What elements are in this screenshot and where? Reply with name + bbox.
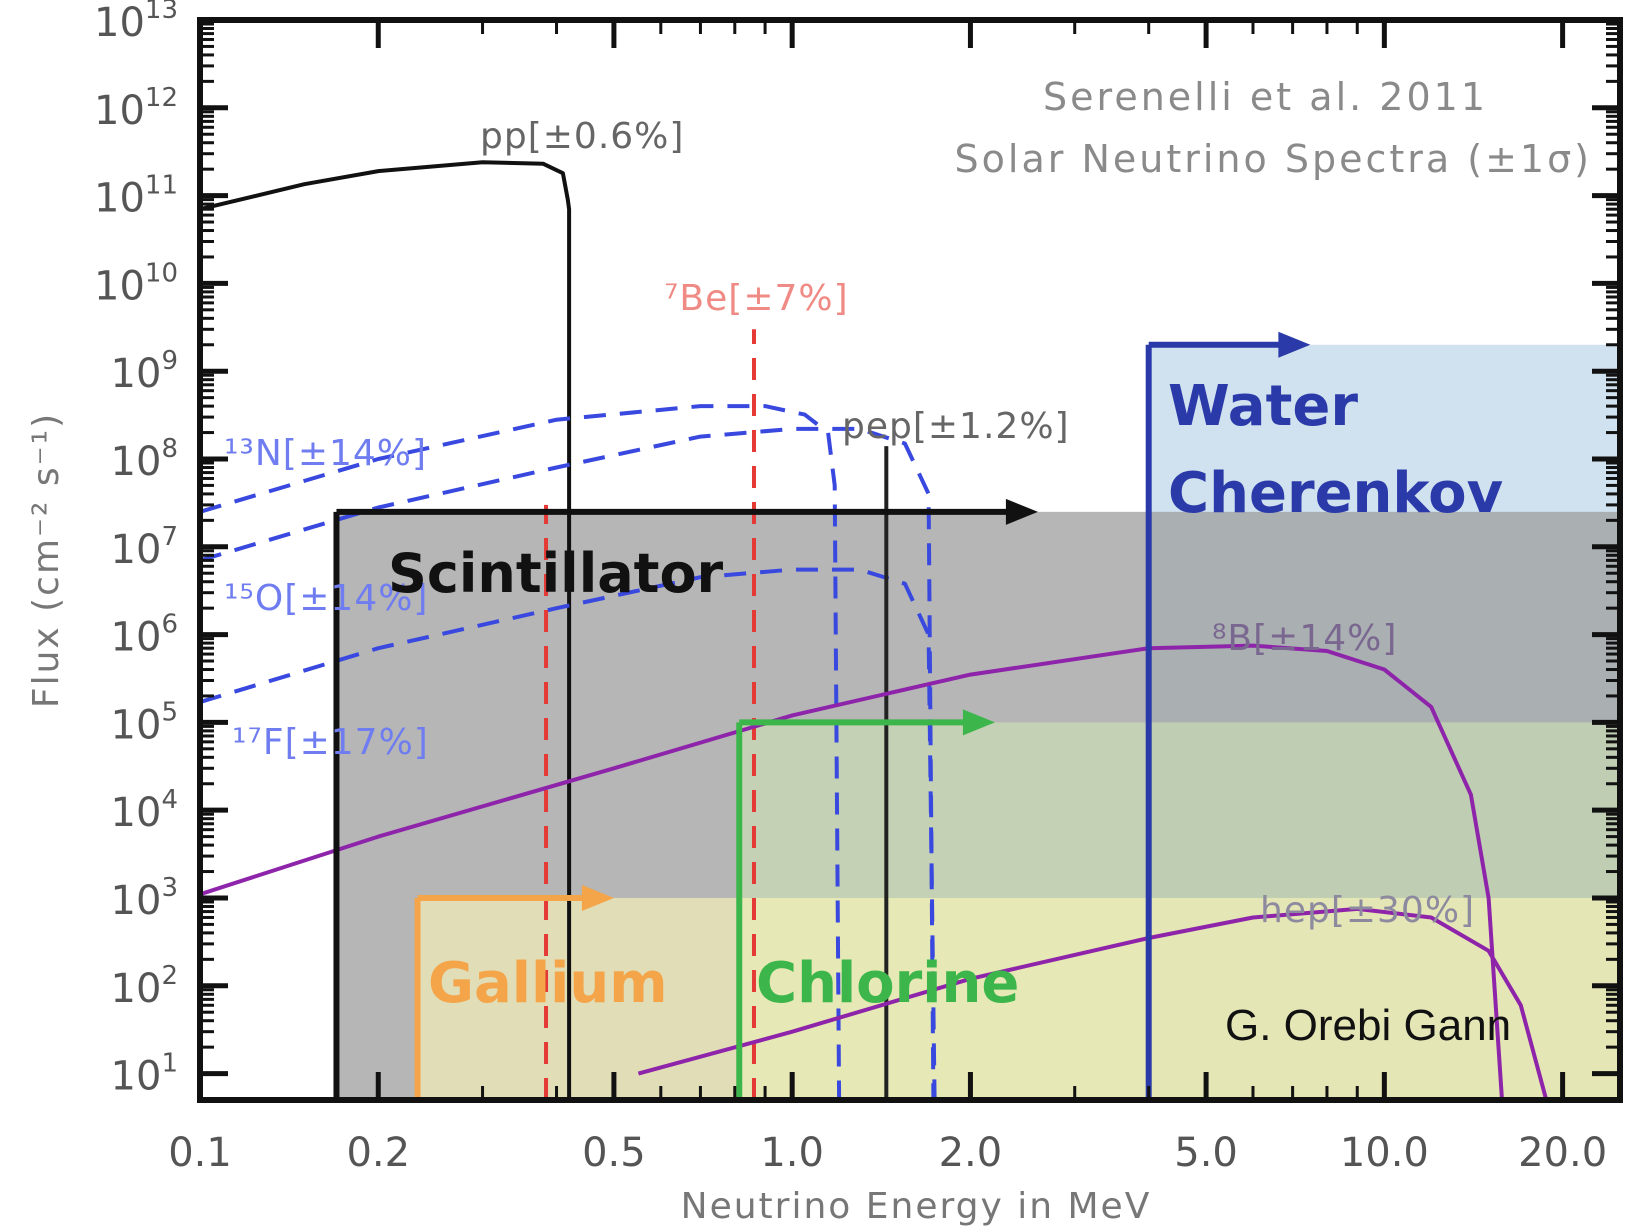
spectra-series bbox=[199, 160, 1549, 1101]
f17-label: ¹⁷F[±17%] bbox=[232, 722, 429, 763]
gallium-label: Gallium bbox=[428, 951, 668, 1016]
chlorine-arrow-head bbox=[962, 709, 995, 736]
detector-thresholds bbox=[333, 331, 1311, 1100]
o15-label: ¹⁵O[±14%] bbox=[224, 578, 428, 619]
pep-label: pep[±1.2%] bbox=[842, 406, 1070, 447]
scintillator-label: Scintillator bbox=[388, 542, 724, 605]
y-tick-label: 105 bbox=[111, 697, 178, 748]
water-label-line1: Water bbox=[1168, 374, 1358, 439]
chart-subtitle: Solar Neutrino Spectra (±1σ) bbox=[955, 137, 1592, 181]
y-tick-label: 1013 bbox=[94, 0, 178, 46]
x-tick-label: 0.5 bbox=[582, 1130, 646, 1176]
y-tick-label: 109 bbox=[111, 346, 178, 397]
y-tick-label: 103 bbox=[111, 873, 178, 924]
b8-label: ⁸B[±14%] bbox=[1212, 618, 1397, 659]
y-tick-label: 106 bbox=[111, 610, 178, 661]
n13-label: ¹³N[±14%] bbox=[224, 433, 427, 474]
y-tick-label: 1010 bbox=[94, 258, 178, 309]
x-tick-label: 10.0 bbox=[1340, 1130, 1429, 1176]
y-axis-title: Flux (cm⁻² s⁻¹) bbox=[26, 412, 67, 708]
hep-label: hep[±30%] bbox=[1260, 890, 1475, 931]
x-tick-label: 5.0 bbox=[1174, 1130, 1238, 1176]
y-tick-label: 108 bbox=[111, 434, 178, 485]
y-tick-label: 104 bbox=[111, 785, 178, 836]
scintillator-arrow-head bbox=[1005, 498, 1038, 525]
gallium-arrow-head bbox=[581, 884, 614, 911]
be7-label: ⁷Be[±7%] bbox=[664, 278, 849, 319]
y-tick-label: 1012 bbox=[94, 83, 178, 134]
axis-ticks: 101 102 103 104 105 106 107 108 109 1010 1011 1012 1… bbox=[94, 0, 1620, 1176]
y-tick-label: 107 bbox=[111, 522, 178, 573]
pp-spectrum-line bbox=[199, 160, 572, 1100]
b8-spectrum-line bbox=[199, 643, 1504, 1101]
x-tick-label: 1.0 bbox=[760, 1130, 824, 1176]
y-tick-label: 1011 bbox=[94, 171, 178, 222]
x-tick-label: 0.1 bbox=[168, 1130, 232, 1176]
x-axis-title: Neutrino Energy in MeV bbox=[681, 1186, 1152, 1227]
gallium-region bbox=[417, 897, 1621, 1100]
y-tick-label: 101 bbox=[111, 1049, 178, 1100]
water-label-line2: Cherenkov bbox=[1168, 461, 1503, 526]
chart-title: Serenelli et al. 2011 bbox=[1043, 75, 1488, 119]
o15-spectrum-line bbox=[199, 426, 936, 1101]
chlorine-label: Chlorine bbox=[756, 951, 1019, 1016]
x-tick-label: 2.0 bbox=[939, 1130, 1003, 1176]
x-tick-label: 0.2 bbox=[346, 1130, 410, 1176]
n13-spectrum-line bbox=[199, 404, 842, 1101]
hep-spectrum-line bbox=[637, 906, 1549, 1101]
f17-spectrum-line bbox=[199, 567, 937, 1101]
credit-text: G. Orebi Gann bbox=[1225, 1001, 1511, 1050]
x-tick-label: 20.0 bbox=[1518, 1130, 1607, 1176]
pp-label: pp[±0.6%] bbox=[480, 116, 684, 157]
water-cherenkov-arrow-head bbox=[1278, 331, 1311, 358]
y-tick-label: 102 bbox=[111, 961, 178, 1012]
